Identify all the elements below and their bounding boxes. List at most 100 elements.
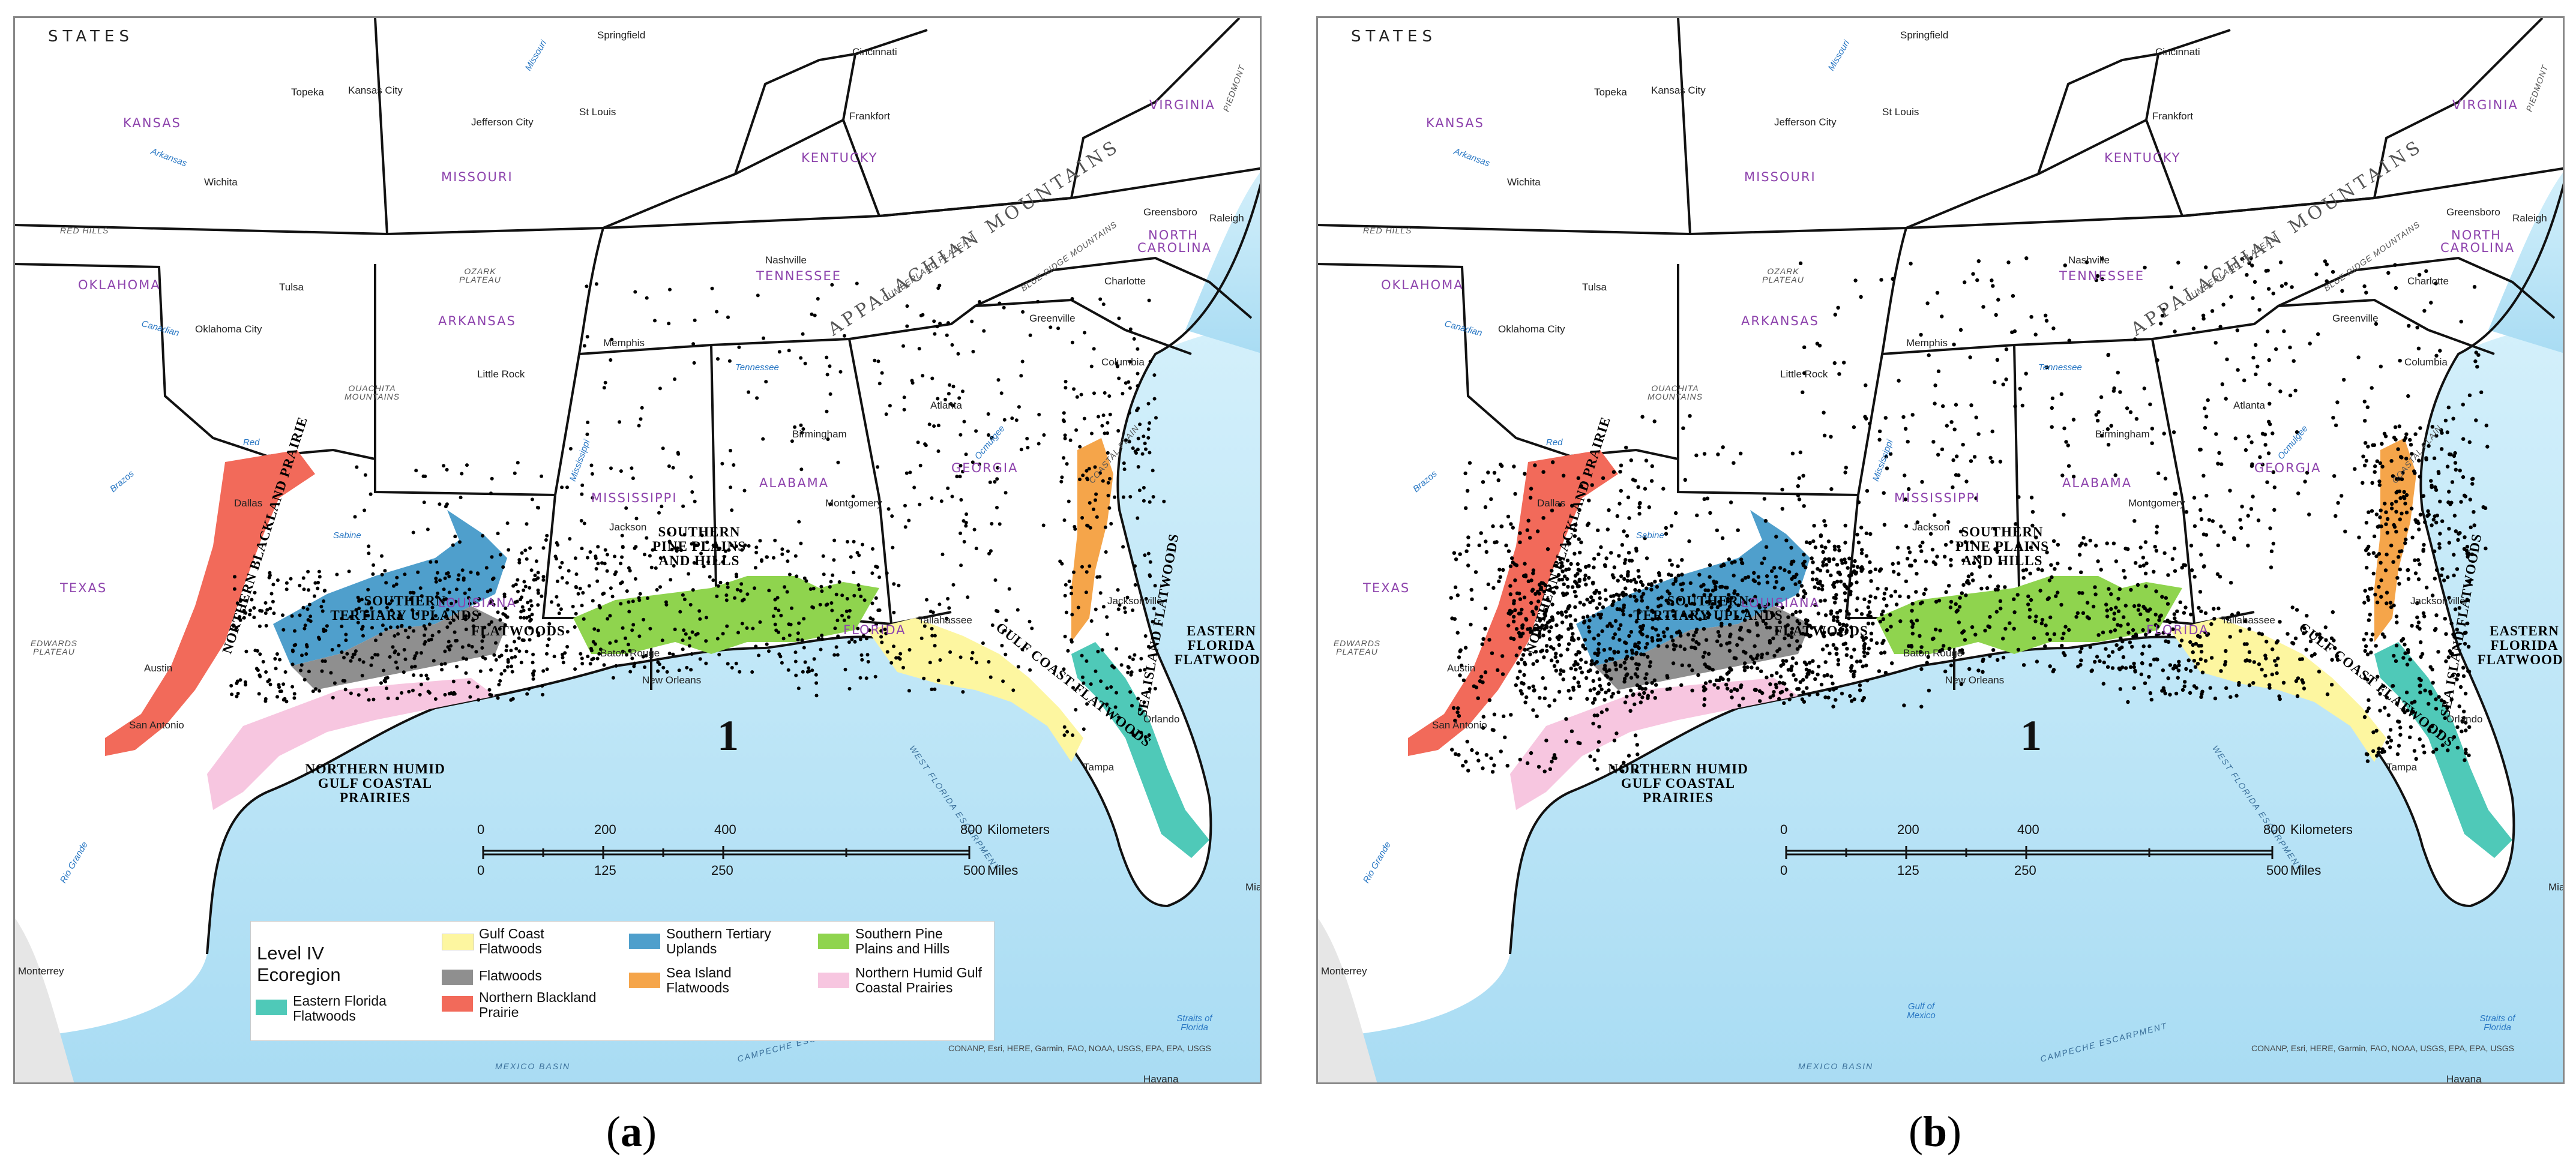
occurrence-point bbox=[1577, 508, 1581, 512]
occurrence-point bbox=[351, 655, 355, 659]
occurrence-point bbox=[1543, 583, 1547, 587]
occurrence-point bbox=[627, 610, 631, 614]
occurrence-point bbox=[587, 584, 591, 588]
occurrence-point bbox=[384, 581, 388, 585]
scale-km-200: 200 bbox=[594, 822, 616, 837]
occurrence-point bbox=[2245, 272, 2249, 277]
occurrence-point bbox=[2453, 451, 2457, 455]
state-label-arkansas: ARKANSAS bbox=[438, 314, 516, 328]
occurrence-point bbox=[1947, 584, 1951, 588]
occurrence-point bbox=[1154, 416, 1158, 420]
occurrence-point bbox=[1613, 661, 1618, 665]
occurrence-point bbox=[1627, 551, 1631, 555]
occurrence-point bbox=[2278, 389, 2283, 394]
occurrence-point bbox=[932, 319, 936, 323]
occurrence-point bbox=[1554, 623, 1559, 628]
occurrence-point bbox=[600, 561, 604, 565]
occurrence-point bbox=[452, 691, 456, 695]
occurrence-point bbox=[1529, 578, 1533, 583]
occurrence-point bbox=[472, 624, 475, 628]
occurrence-point bbox=[275, 578, 280, 582]
occurrence-point bbox=[2295, 694, 2300, 698]
occurrence-point bbox=[873, 358, 877, 362]
occurrence-point bbox=[520, 551, 524, 555]
occurrence-point bbox=[2141, 556, 2146, 560]
occurrence-point bbox=[2379, 595, 2383, 599]
occurrence-point bbox=[2198, 508, 2203, 512]
eco-label-pine: SOUTHERN PINE PLAINS AND HILLS bbox=[652, 524, 747, 569]
occurrence-point bbox=[537, 631, 540, 635]
occurrence-point bbox=[1737, 703, 1742, 708]
occurrence-point bbox=[1612, 599, 1616, 604]
occurrence-point bbox=[1669, 524, 1674, 528]
occurrence-point bbox=[1133, 653, 1137, 657]
occurrence-point bbox=[626, 643, 630, 647]
occurrence-point bbox=[892, 610, 896, 614]
occurrence-point bbox=[958, 531, 963, 535]
occurrence-point bbox=[1604, 659, 1608, 663]
occurrence-point bbox=[514, 583, 518, 587]
city-kansas-city: Kansas City bbox=[348, 85, 403, 96]
occurrence-point bbox=[1571, 632, 1575, 636]
occurrence-point bbox=[690, 630, 694, 634]
occurrence-point bbox=[1087, 467, 1091, 471]
occurrence-point bbox=[1494, 540, 1499, 544]
occurrence-point bbox=[1607, 668, 1612, 673]
occurrence-point bbox=[1868, 532, 1873, 536]
occurrence-point bbox=[1627, 634, 1631, 638]
occurrence-point bbox=[1514, 653, 1518, 658]
occurrence-point bbox=[1671, 608, 1675, 613]
occurrence-point bbox=[1801, 563, 1806, 568]
occurrence-point bbox=[2434, 488, 2439, 492]
occurrence-point bbox=[1592, 637, 1596, 641]
occurrence-point bbox=[840, 614, 844, 617]
occurrence-point bbox=[2165, 619, 2170, 623]
occurrence-point bbox=[2412, 749, 2417, 753]
occurrence-point bbox=[2422, 751, 2427, 755]
occurrence-point bbox=[951, 403, 955, 407]
occurrence-point bbox=[519, 661, 523, 665]
occurrence-point bbox=[645, 596, 649, 600]
occurrence-point bbox=[1591, 679, 1595, 683]
occurrence-point bbox=[736, 631, 740, 635]
occurrence-point bbox=[1763, 609, 1767, 613]
occurrence-point bbox=[1825, 569, 1830, 574]
occurrence-point bbox=[2462, 709, 2466, 714]
occurrence-point bbox=[614, 639, 618, 643]
occurrence-point bbox=[379, 632, 383, 637]
occurrence-point bbox=[2100, 257, 2104, 261]
occurrence-point bbox=[2154, 548, 2159, 553]
occurrence-point bbox=[699, 551, 703, 556]
occurrence-point bbox=[1137, 488, 1142, 493]
occurrence-point bbox=[767, 589, 771, 593]
city-jackson: Jackson bbox=[1912, 521, 1950, 533]
occurrence-point bbox=[1918, 634, 1922, 638]
occurrence-point bbox=[2081, 611, 2086, 615]
occurrence-point bbox=[2430, 523, 2434, 527]
occurrence-point bbox=[2206, 632, 2210, 636]
occurrence-point bbox=[2113, 628, 2117, 632]
occurrence-point bbox=[565, 581, 569, 585]
occurrence-point bbox=[2155, 658, 2159, 662]
occurrence-point bbox=[1763, 622, 1768, 626]
occurrence-point bbox=[1545, 547, 1550, 551]
occurrence-point bbox=[1491, 728, 1496, 733]
occurrence-point bbox=[1560, 620, 1565, 625]
occurrence-point bbox=[2105, 665, 2110, 669]
occurrence-point bbox=[876, 359, 880, 364]
eco-label-flatwoods: FLATWOODS bbox=[471, 623, 565, 638]
occurrence-point bbox=[467, 680, 471, 685]
occurrence-point bbox=[2203, 630, 2207, 635]
occurrence-point bbox=[682, 628, 686, 632]
occurrence-point bbox=[1613, 619, 1618, 623]
occurrence-point bbox=[580, 656, 584, 661]
occurrence-point bbox=[1607, 508, 1611, 512]
occurrence-point bbox=[411, 608, 415, 612]
occurrence-point bbox=[2166, 676, 2170, 680]
occurrence-point bbox=[2438, 349, 2442, 353]
occurrence-point bbox=[1584, 660, 1588, 665]
occurrence-point bbox=[1094, 607, 1098, 611]
occurrence-point bbox=[2403, 496, 2407, 500]
occurrence-point bbox=[2470, 477, 2475, 481]
occurrence-point bbox=[2406, 568, 2410, 572]
